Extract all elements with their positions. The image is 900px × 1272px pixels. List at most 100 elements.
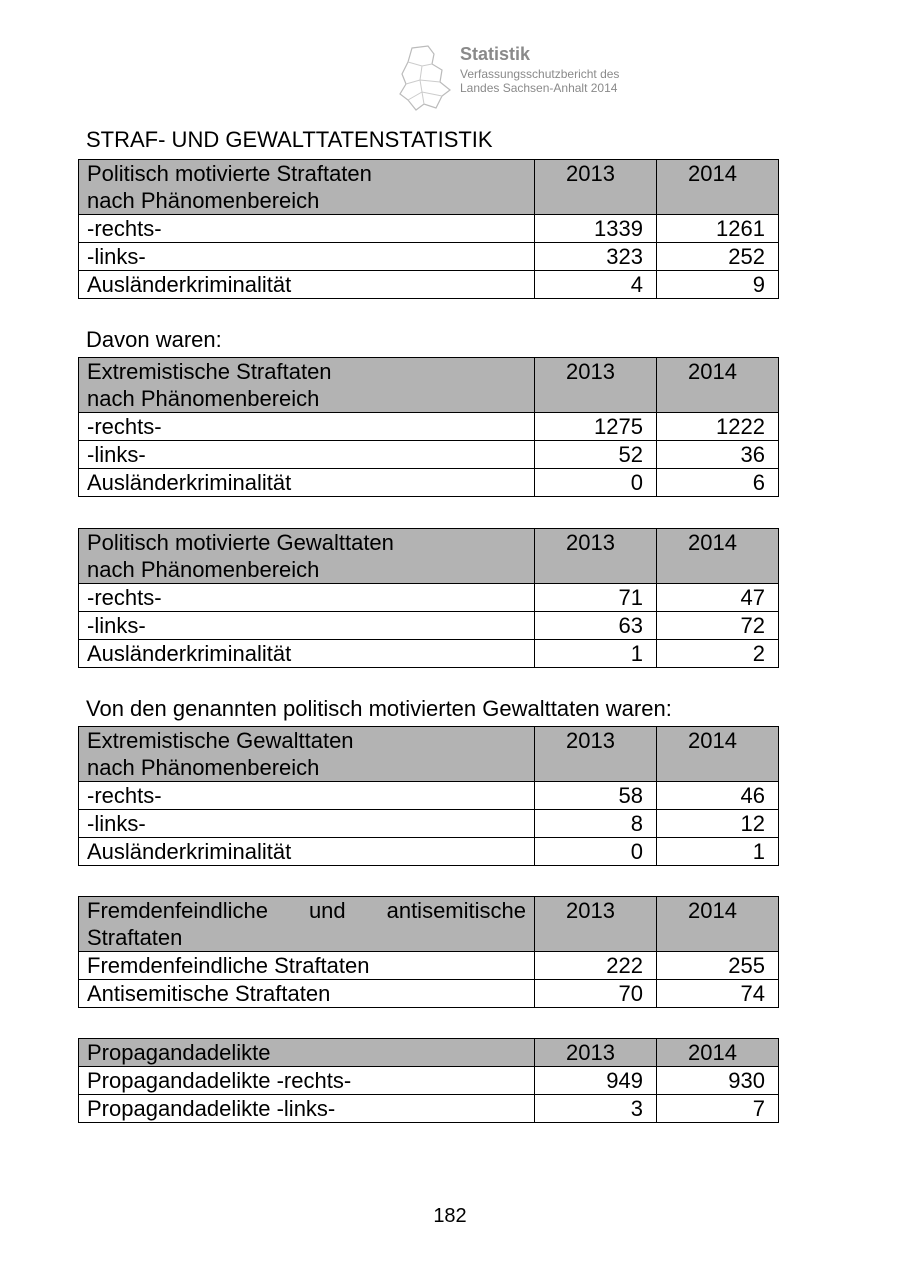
row-label: -rechts- [78, 412, 535, 441]
data-row: Propagandadelikte -links- 3 7 [78, 1094, 779, 1123]
value-cell: 63 [534, 611, 657, 640]
year-header: 2014 [656, 1038, 779, 1067]
data-row: Fremdenfeindliche Straftaten 222 255 [78, 951, 779, 980]
header-line: Politisch motivierte Straftaten [87, 161, 372, 186]
data-row: -links- 323 252 [78, 242, 779, 271]
value-cell: 930 [656, 1066, 779, 1095]
row-label: -links- [78, 440, 535, 469]
value-cell: 71 [534, 583, 657, 612]
data-row: Ausländerkriminalität 0 6 [78, 468, 779, 497]
data-row: Ausländerkriminalität 1 2 [78, 639, 779, 668]
header-title: Statistik [460, 44, 531, 64]
header-row: Politisch motivierte Gewalttaten nach Phä… [78, 528, 779, 584]
value-cell: 72 [656, 611, 779, 640]
year-header: 2014 [656, 896, 779, 952]
header-row: Fremdenfeindliche und antisemitische Stra… [78, 896, 779, 952]
value-cell: 222 [534, 951, 657, 980]
value-cell: 3 [534, 1094, 657, 1123]
header-line: Propagandadelikte [87, 1040, 271, 1065]
data-row: -rechts- 71 47 [78, 583, 779, 612]
header-cell: Propagandadelikte [78, 1038, 535, 1067]
header-row: Extremistische Straftaten nach Phänomenbe… [78, 357, 779, 413]
data-row: Propagandadelikte -rechts- 949 930 [78, 1066, 779, 1095]
heading: STRAF- UND GEWALTTATENSTATISTIK [86, 127, 493, 152]
year-header: 2013 [534, 1038, 657, 1067]
data-table: Politisch motivierte Gewalttaten nach Phä… [78, 528, 779, 668]
row-label: -rechts- [78, 781, 535, 810]
value-cell: 70 [534, 979, 657, 1008]
data-row: Ausländerkriminalität 4 9 [78, 270, 779, 299]
value-cell: 2 [656, 639, 779, 668]
header-row: Extremistische Gewalttaten nach Phänomenb… [78, 726, 779, 782]
value-cell: 1222 [656, 412, 779, 441]
value-cell: 36 [656, 440, 779, 469]
intro-text: Davon waren: [86, 327, 222, 352]
value-cell: 74 [656, 979, 779, 1008]
value-cell: 1261 [656, 214, 779, 243]
row-label: Fremdenfeindliche Straftaten [78, 951, 535, 980]
year-header: 2013 [534, 357, 657, 413]
value-cell: 58 [534, 781, 657, 810]
year-header: 2014 [656, 159, 779, 215]
row-label: -rechts- [78, 583, 535, 612]
data-table: Extremistische Straftaten nach Phänomenbe… [78, 357, 779, 497]
value-cell: 1339 [534, 214, 657, 243]
value-cell: 47 [656, 583, 779, 612]
year-header: 2013 [534, 726, 657, 782]
row-label: Ausländerkriminalität [78, 270, 535, 299]
row-label: Ausländerkriminalität [78, 837, 535, 866]
value-cell: 1 [656, 837, 779, 866]
data-table: Politisch motivierte Straftaten nach Phän… [78, 159, 779, 299]
data-row: -links- 52 36 [78, 440, 779, 469]
data-row: -rechts- 1275 1222 [78, 412, 779, 441]
value-cell: 0 [534, 837, 657, 866]
header-line: Straftaten [87, 925, 183, 950]
value-cell: 323 [534, 242, 657, 271]
row-label: Ausländerkriminalität [78, 468, 535, 497]
year-header: 2014 [656, 726, 779, 782]
header-line: Fremdenfeindliche und antisemitische [87, 898, 526, 923]
value-cell: 7 [656, 1094, 779, 1123]
value-cell: 1275 [534, 412, 657, 441]
year-header: 2013 [534, 896, 657, 952]
header-line: Extremistische Gewalttaten [87, 728, 354, 753]
row-label: Propagandadelikte -links- [78, 1094, 535, 1123]
data-table: Extremistische Gewalttaten nach Phänomenb… [78, 726, 779, 866]
row-label: -rechts- [78, 214, 535, 243]
data-row: Antisemitische Straftaten 70 74 [78, 979, 779, 1008]
row-label: -links- [78, 809, 535, 838]
data-row: -rechts- 1339 1261 [78, 214, 779, 243]
header-cell: Politisch motivierte Gewalttaten nach Phä… [78, 528, 535, 584]
value-cell: 12 [656, 809, 779, 838]
header-cell: Politisch motivierte Straftaten nach Phän… [78, 159, 535, 215]
header-line: Politisch motivierte Gewalttaten [87, 530, 394, 555]
data-row: Ausländerkriminalität 0 1 [78, 837, 779, 866]
value-cell: 9 [656, 270, 779, 299]
header-subtitle: Landes Sachsen-Anhalt 2014 [460, 81, 618, 95]
value-cell: 1 [534, 639, 657, 668]
value-cell: 52 [534, 440, 657, 469]
row-label: Antisemitische Straftaten [78, 979, 535, 1008]
year-header: 2014 [656, 357, 779, 413]
year-header: 2013 [534, 528, 657, 584]
value-cell: 46 [656, 781, 779, 810]
value-cell: 4 [534, 270, 657, 299]
header-row: Propagandadelikte 2013 2014 [78, 1038, 779, 1067]
year-header: 2013 [534, 159, 657, 215]
value-cell: 949 [534, 1066, 657, 1095]
header-line: nach Phänomenbereich [87, 188, 320, 213]
header-subtitle: Verfassungsschutzbericht des [460, 67, 620, 81]
header-line: Extremistische Straftaten [87, 359, 332, 384]
value-cell: 6 [656, 468, 779, 497]
header-cell: Extremistische Gewalttaten nach Phänomenb… [78, 726, 535, 782]
row-label: Ausländerkriminalität [78, 639, 535, 668]
value-cell: 255 [656, 951, 779, 980]
data-row: -links- 8 12 [78, 809, 779, 838]
header-row: Politisch motivierte Straftaten nach Phän… [78, 159, 779, 215]
data-row: -links- 63 72 [78, 611, 779, 640]
year-header: 2014 [656, 528, 779, 584]
header-cell: Fremdenfeindliche und antisemitische Stra… [78, 896, 535, 952]
header-cell: Extremistische Straftaten nach Phänomenbe… [78, 357, 535, 413]
intro-text: Von den genannten politisch motivierten … [86, 696, 672, 721]
